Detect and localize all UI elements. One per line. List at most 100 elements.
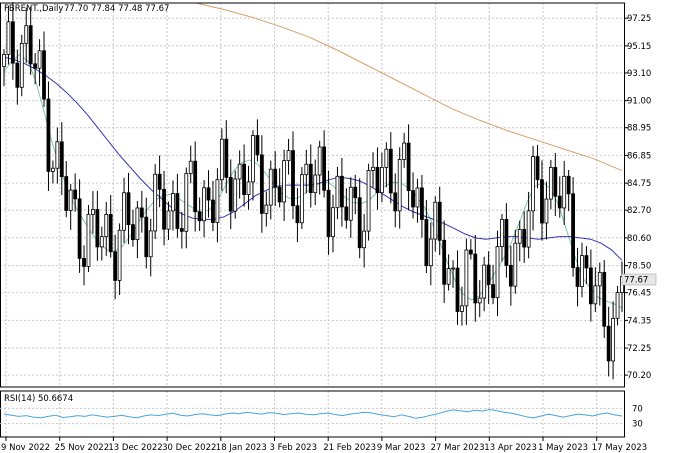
candle-body [206,187,211,201]
date-tick-label: 18 Jan 2023 [216,443,267,453]
candle-body [531,156,535,212]
candle-body [46,98,51,172]
candle-body [197,211,202,222]
candle-body [606,325,611,362]
candle-body [428,238,433,267]
candle-body [131,224,135,241]
date-tick-label: 1 May 2023 [538,443,588,453]
date-tick-label: 27 Mar 2023 [431,443,485,453]
candle-body [335,175,340,209]
candle-body [55,141,60,169]
date-tick-label: 13 Apr 2023 [484,443,537,453]
candle-body [286,150,291,162]
candle-body [6,21,11,55]
ohlc-readout: 77.70 77.84 77.48 77.67 [64,4,169,14]
candle-body [277,186,282,203]
candle-body [299,174,304,224]
candle-body [117,229,122,281]
date-tick-label: 25 Nov 2022 [55,443,109,453]
candle-body [504,218,509,266]
candle-body [460,305,464,312]
candle-body [139,207,144,218]
candle-body [548,167,553,200]
candle-body [148,230,153,258]
candle-body [522,228,527,248]
candle-body [233,178,238,212]
price-tick-label: 70.20 [627,371,651,381]
candle-body [166,210,171,230]
price-tick-label: 78.50 [627,262,651,272]
candle-body [397,159,402,212]
candle-body [228,176,233,212]
candle-body [535,156,540,181]
candle-body [442,239,447,285]
candle-body [211,199,215,223]
price-badge: 77.67 [624,276,648,286]
candle-body [33,63,38,69]
series-line-ma-slow [195,2,623,172]
candle-body [500,218,504,247]
date-tick-label: 30 Dec 2022 [162,443,216,453]
candle-body [59,141,64,177]
candle-body [553,167,558,197]
candle-body [64,176,69,211]
candle-body [273,168,278,188]
candle-body [193,160,198,213]
candle-body [255,135,260,156]
candle-body [353,186,358,199]
candle-body [513,242,518,287]
price-tick-label: 95.15 [627,42,651,52]
candle-body [393,192,398,212]
price-tick-label: 80.60 [627,234,651,244]
candle-body [437,201,442,241]
price-tick-label: 97.25 [627,14,651,24]
candle-body [184,173,189,232]
candle-body [259,154,264,214]
price-badge-bg [621,273,657,286]
candle-body [268,168,273,206]
rsi-plot-frame [0,390,625,438]
candle-body [451,267,455,270]
price-tick-label: 93.10 [627,69,651,79]
candle-body [282,160,287,203]
candle-body [357,197,362,249]
candle-body [597,272,602,287]
candle-body [540,179,544,224]
candle-body [482,264,487,299]
candle-body [331,207,335,238]
candle-body [157,173,162,190]
date-tick-label: 9 Mar 2023 [377,443,425,453]
candle-body [108,213,113,253]
candle-body [246,181,251,195]
candle-body [433,201,438,240]
candle-body [99,236,104,248]
price-tick-label: 91.00 [627,97,651,107]
candle-body [473,253,478,304]
candle-body [86,213,91,267]
main-plot-frame [0,2,625,388]
rsi-tick-label: 70 [632,404,643,414]
candle-body [326,189,331,238]
date-tick-label: 21 Feb 2023 [323,443,376,453]
candle-body [380,167,384,194]
candle-body [2,54,6,67]
candle-body [237,163,242,180]
candle-body [491,284,495,299]
candle-body [584,255,589,269]
candle-body [322,146,327,191]
candle-body [304,163,309,176]
candle-body [344,206,349,221]
candle-body [77,198,82,259]
candle-body [375,166,380,194]
date-tick-label: 17 May 2023 [592,443,647,453]
candle-body [10,21,15,64]
candle-body [91,209,95,215]
candle-body [593,285,598,305]
candle-body [411,190,415,208]
candle-body [415,187,420,208]
candle-body [291,150,295,207]
candle-body [24,25,29,44]
series-line-ma-fast [3,53,623,309]
